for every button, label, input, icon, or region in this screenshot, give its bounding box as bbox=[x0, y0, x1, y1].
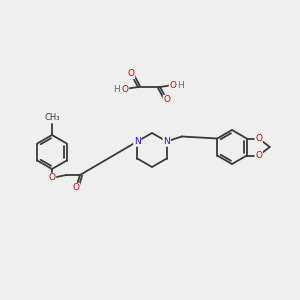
Text: O: O bbox=[128, 70, 134, 79]
Text: O: O bbox=[169, 80, 176, 89]
Text: O: O bbox=[164, 95, 170, 104]
Text: CH₃: CH₃ bbox=[44, 112, 60, 122]
Text: O: O bbox=[255, 151, 262, 160]
Text: N: N bbox=[134, 137, 141, 146]
Text: H: H bbox=[178, 80, 184, 89]
Text: N: N bbox=[163, 137, 170, 146]
Text: O: O bbox=[49, 173, 56, 182]
Text: H: H bbox=[114, 85, 120, 94]
Text: O: O bbox=[122, 85, 128, 94]
Text: O: O bbox=[73, 184, 80, 193]
Text: O: O bbox=[255, 134, 262, 143]
